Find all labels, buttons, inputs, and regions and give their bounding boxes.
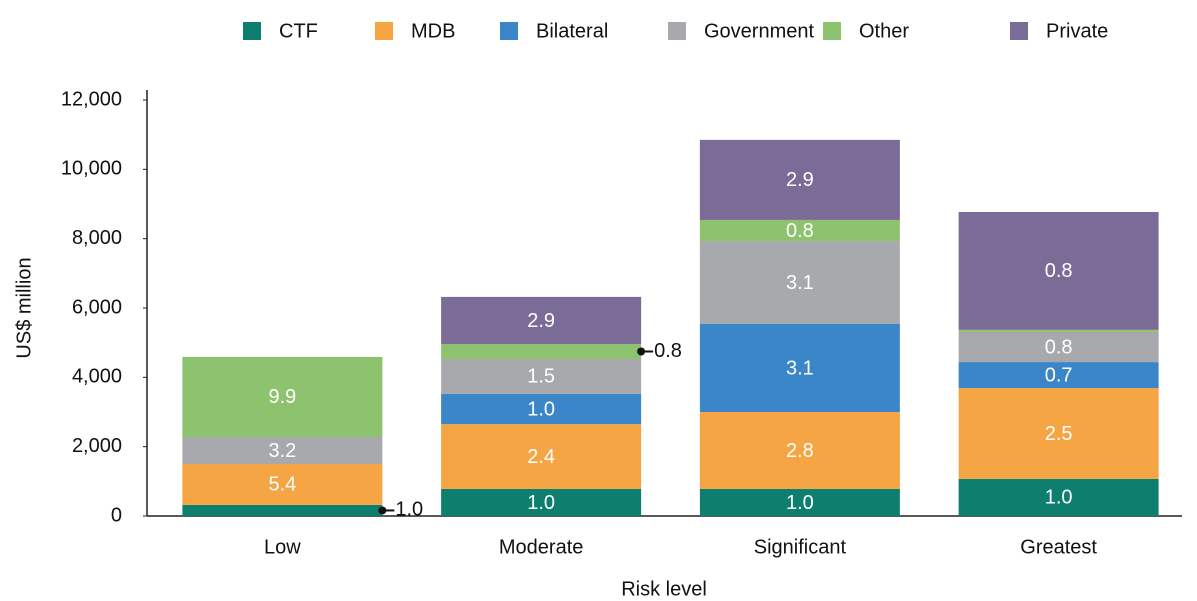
x-tick-label: Significant [754, 536, 847, 558]
y-tick-label: 12,000 [61, 88, 122, 110]
segment-label: 2.9 [527, 310, 555, 332]
legend-label: Government [704, 20, 814, 42]
bar-segment [958, 478, 1159, 516]
legend-swatch [500, 22, 518, 40]
y-tick-label: 4,000 [72, 366, 122, 388]
y-tick-label: 0 [111, 504, 122, 526]
legend-swatch [668, 22, 686, 40]
bar-segment [699, 488, 900, 516]
x-tick-label: Low [264, 536, 301, 558]
legend-label: CTF [279, 20, 318, 42]
segment-label: 0.8 [1045, 260, 1073, 282]
bar-segment [441, 424, 642, 489]
segment-label: 0.8 [1045, 336, 1073, 358]
bar-segment [182, 464, 383, 505]
legend-swatch [243, 22, 261, 40]
bar-segment [441, 358, 642, 394]
y-tick-label: 8,000 [72, 227, 122, 249]
bar-segment [182, 436, 383, 464]
bar-segment [441, 296, 642, 345]
bar-segment [182, 356, 383, 437]
segment-label: 1.0 [395, 499, 423, 521]
bar-segment [441, 344, 642, 359]
legend-swatch [823, 22, 841, 40]
segment-label: 0.8 [786, 220, 814, 242]
legend-label: Other [859, 20, 909, 42]
segment-label: 1.0 [527, 492, 555, 514]
segment-label: 2.8 [786, 440, 814, 462]
segment-label: 3.1 [786, 357, 814, 379]
bar-segment [441, 488, 642, 516]
y-tick-label: 6,000 [72, 296, 122, 318]
bar-segment [958, 329, 1159, 332]
segment-label: 3.1 [786, 272, 814, 294]
bar-segment [958, 388, 1159, 479]
segment-label: 1.0 [527, 398, 555, 420]
y-tick-label: 10,000 [61, 158, 122, 180]
segment-label: 2.9 [786, 169, 814, 191]
y-tick-label: 2,000 [72, 435, 122, 457]
bar-segment [958, 331, 1159, 363]
x-tick-label: Greatest [1020, 536, 1097, 558]
bar-segment [182, 504, 383, 516]
segment-label: 9.9 [268, 386, 296, 408]
x-axis-title: Risk level [621, 578, 707, 600]
segment-label: 5.4 [268, 474, 296, 496]
segment-label: 2.5 [1045, 423, 1073, 445]
legend-label: Bilateral [536, 20, 608, 42]
segment-label: 0.8 [654, 340, 682, 362]
bar-segment [699, 241, 900, 324]
legend-swatch [375, 22, 393, 40]
segment-label: 1.0 [786, 492, 814, 514]
segment-label: 3.2 [268, 440, 296, 462]
bar-segment [699, 139, 900, 220]
segment-label: 1.0 [1045, 487, 1073, 509]
x-tick-label: Moderate [499, 536, 584, 558]
bar-segment [699, 412, 900, 489]
legend-label: MDB [411, 20, 455, 42]
segment-label: 0.7 [1045, 364, 1073, 386]
bar-segment [441, 393, 642, 425]
bar-segment [958, 211, 1159, 330]
bar-segment [699, 219, 900, 242]
legend-label: Private [1046, 20, 1108, 42]
segment-label: 2.4 [527, 446, 555, 468]
y-axis-title: US$ million [13, 257, 35, 358]
bar-segment [958, 362, 1159, 389]
bar-segment [699, 323, 900, 412]
legend-swatch [1010, 22, 1028, 40]
segment-label: 1.5 [527, 366, 555, 388]
